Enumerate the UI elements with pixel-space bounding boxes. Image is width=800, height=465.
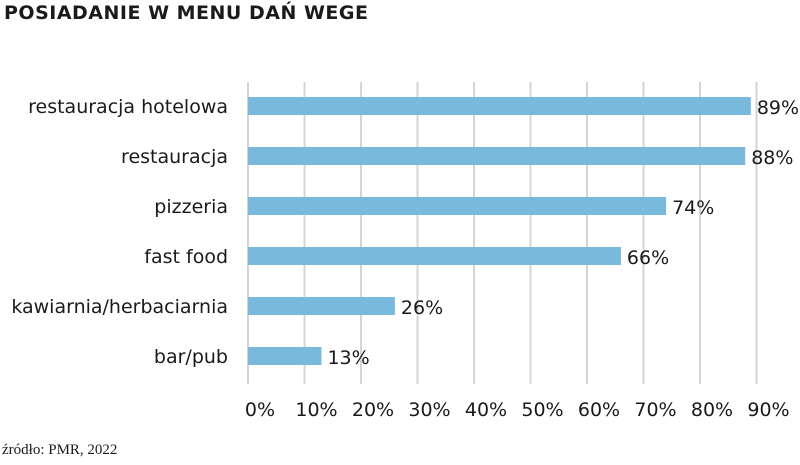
bar-chart: restauracja hotelowa restauracja pizzeria f… xyxy=(11,82,799,421)
value-label: 74% xyxy=(672,197,714,219)
bar xyxy=(248,97,751,115)
category-label: fast food xyxy=(144,246,228,268)
x-tick-label: 60% xyxy=(578,399,620,421)
value-labels: 89% 88% 74% 66% 26% 13% xyxy=(327,97,799,369)
x-tick-label: 90% xyxy=(747,399,789,421)
source-note: źródło: PMR, 2022 xyxy=(2,442,118,458)
category-label: kawiarnia/herbaciarnia xyxy=(11,296,228,318)
bar xyxy=(248,247,621,265)
x-tick-label: 80% xyxy=(691,399,733,421)
value-label: 89% xyxy=(757,97,799,119)
x-tick-label: 10% xyxy=(295,399,337,421)
x-tick-labels: 0% 10% 20% 30% 40% 50% 60% 70% 80% 90% xyxy=(245,399,790,421)
value-label: 13% xyxy=(327,347,369,369)
bar xyxy=(248,297,395,315)
bar xyxy=(248,197,667,215)
x-tick-label: 30% xyxy=(408,399,450,421)
bars-group xyxy=(248,97,751,365)
x-tick-label: 70% xyxy=(634,399,676,421)
bar xyxy=(248,147,746,165)
x-tick-label: 0% xyxy=(245,399,275,421)
category-label: restauracja xyxy=(121,146,228,168)
x-tick-label: 20% xyxy=(352,399,394,421)
value-label: 88% xyxy=(751,147,793,169)
x-tick-label: 50% xyxy=(521,399,563,421)
chart-title: POSIADANIE W MENU DAŃ WEGE xyxy=(4,2,369,24)
grid-lines xyxy=(247,82,758,384)
bar xyxy=(248,347,322,365)
category-labels: restauracja hotelowa restauracja pizzeria f… xyxy=(11,96,228,368)
value-label: 66% xyxy=(627,247,669,269)
category-label: bar/pub xyxy=(154,346,228,368)
category-label: restauracja hotelowa xyxy=(28,96,228,118)
value-label: 26% xyxy=(401,297,443,319)
category-label: pizzeria xyxy=(154,196,228,218)
x-tick-label: 40% xyxy=(465,399,507,421)
